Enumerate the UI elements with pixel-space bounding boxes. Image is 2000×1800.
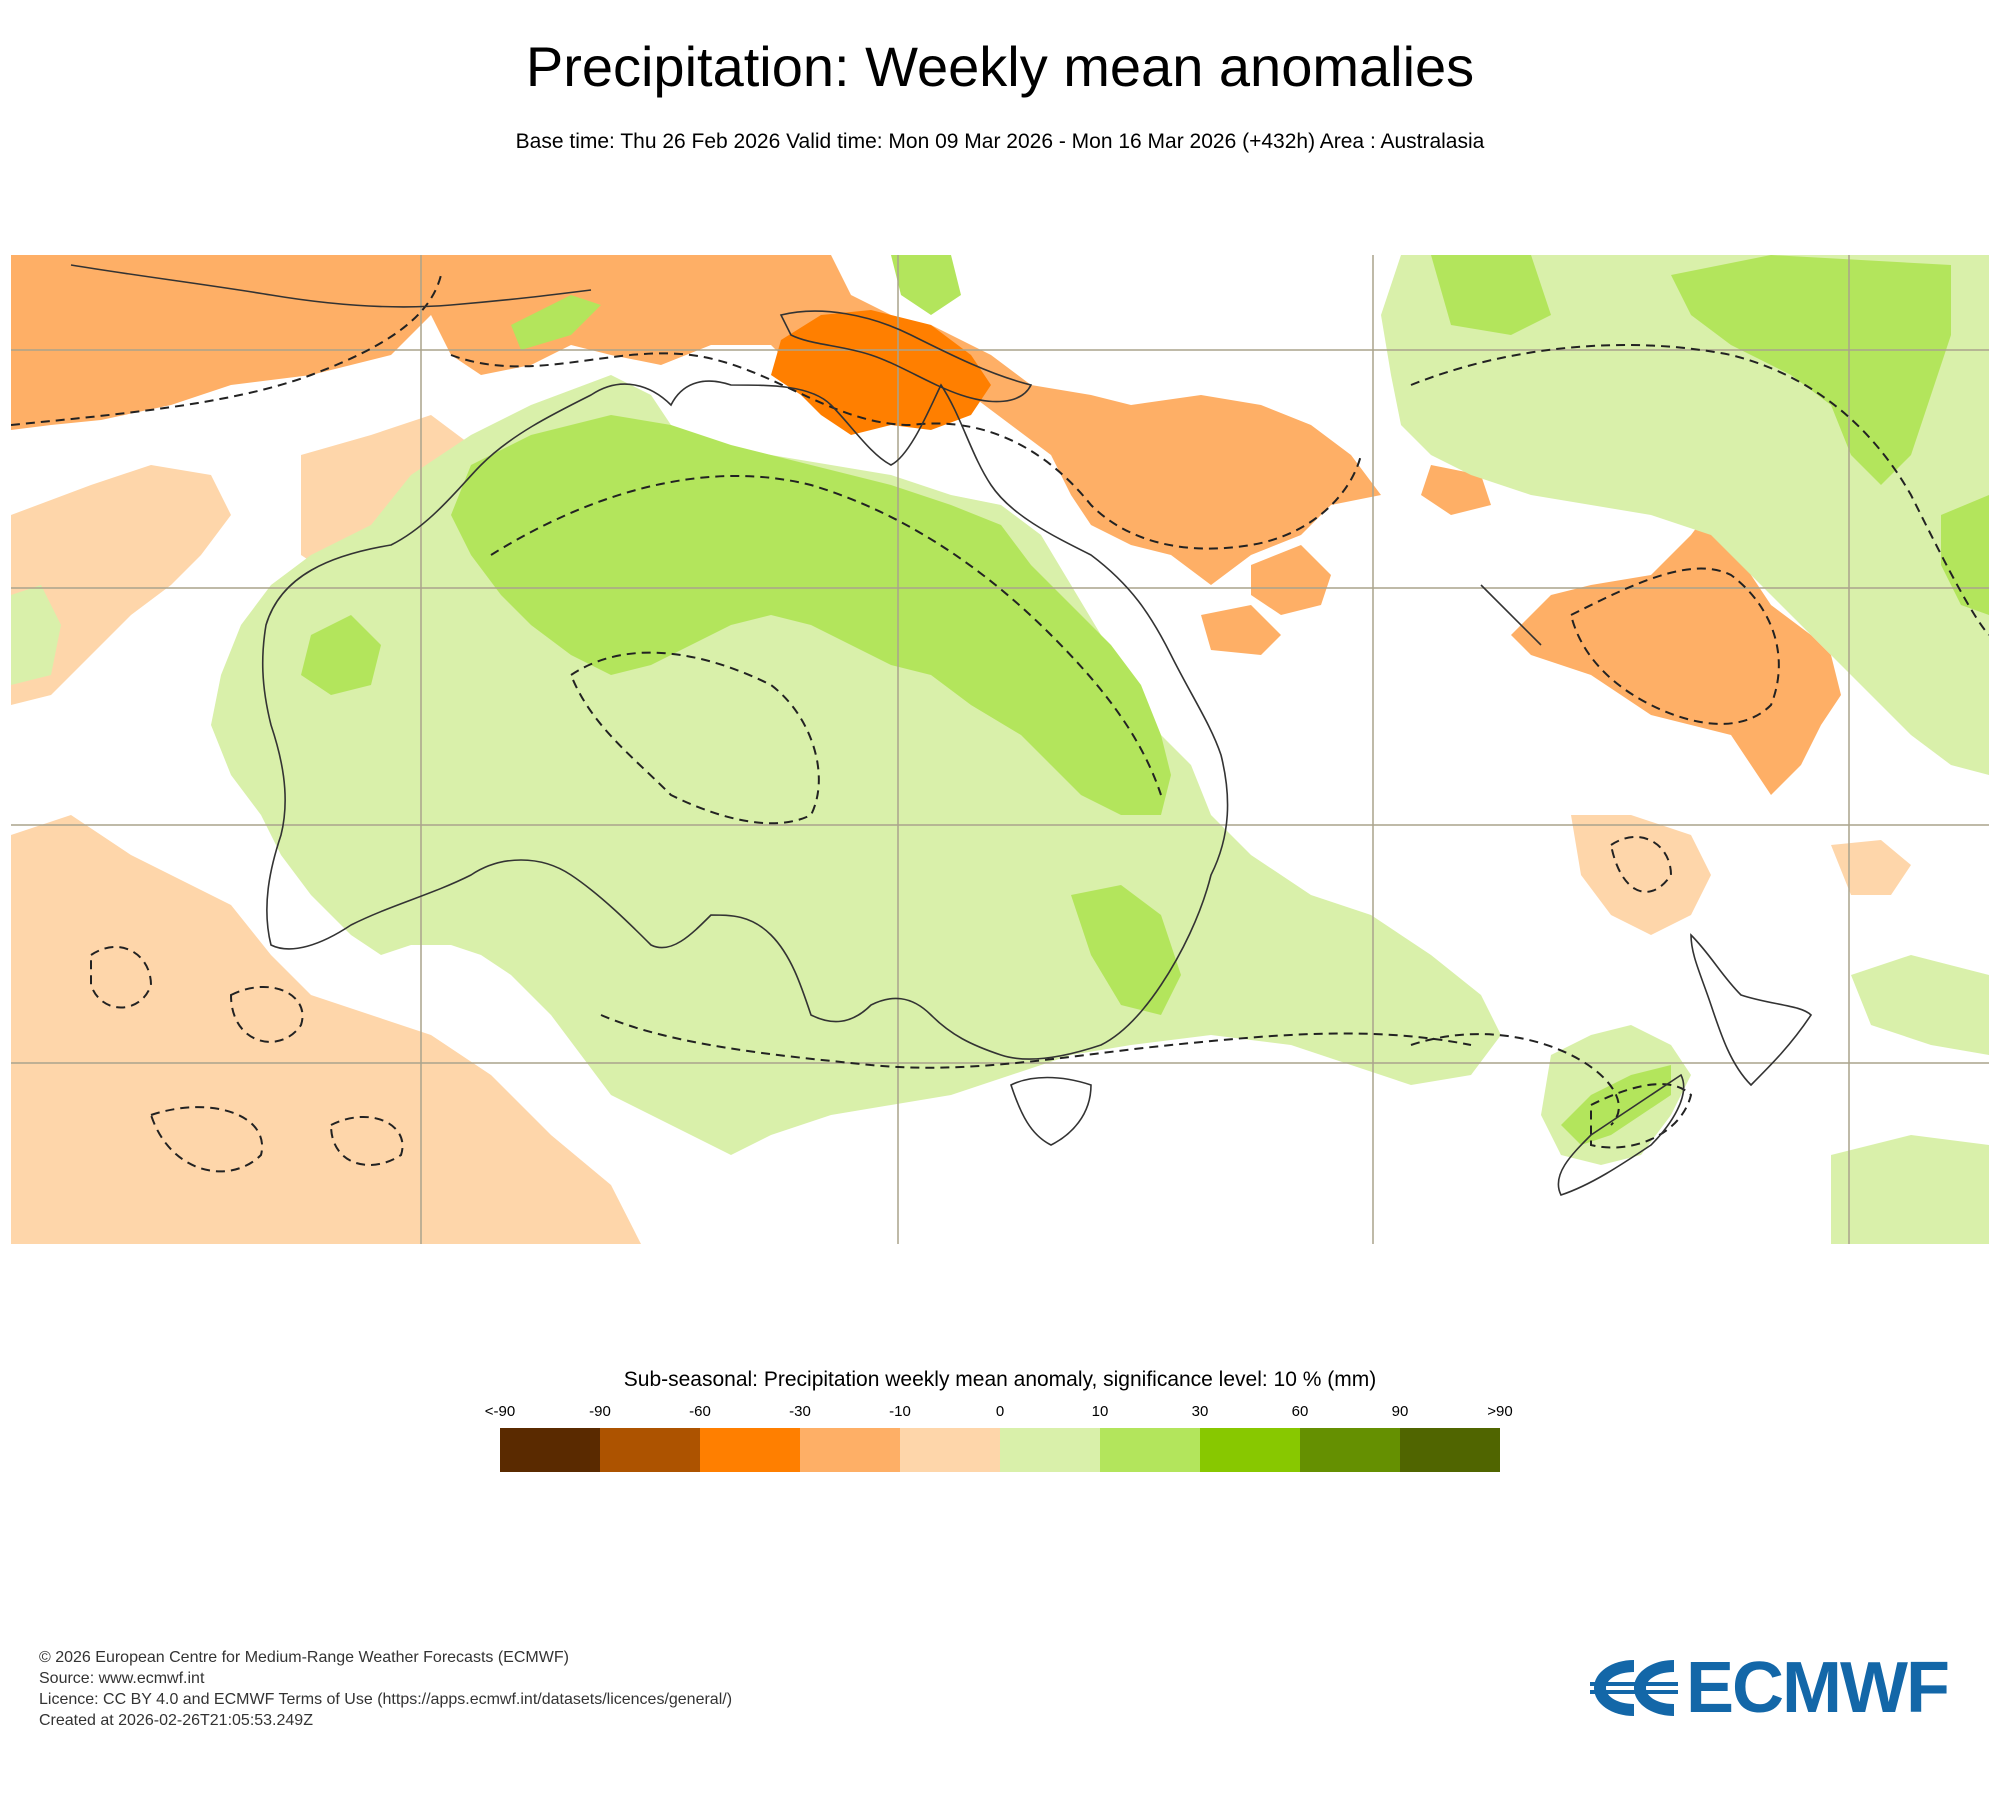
legend-tick: 0 [995,1403,1005,1420]
tasmania-coastline [1010,1076,1092,1146]
legend-tick: 60 [1291,1403,1309,1420]
peach-region-southwest [11,815,641,1244]
contour-southwest-2 [229,986,304,1043]
medium-green-wa-patch [301,615,381,695]
legend-tick: >90 [1487,1403,1513,1420]
light-orange-patch-tasman [1201,605,1281,655]
legend-tick: -30 [789,1403,811,1420]
contour-nw [11,274,442,426]
legend-ticks: <-90 -90 -60 -30 -10 0 10 30 60 90 >90 [485,1403,1513,1423]
positive-anomaly-areas [11,255,1989,1244]
contour-nz [1590,1083,1693,1149]
ecmwf-logo-icon [1590,1660,1678,1716]
new-zealand-north [1690,933,1813,1087]
light-green-west-edge [11,585,61,685]
light-orange-patch-nz-north [1421,465,1491,515]
new-guinea-coastline [779,310,1033,403]
significance-contours [11,274,1989,1173]
legend-swatch [1000,1428,1100,1472]
legend-tick: <-90 [484,1403,516,1420]
anomaly-map [11,255,1989,1244]
legend-swatch [800,1428,900,1472]
footer: © 2026 European Centre for Medium-Range … [39,1647,732,1731]
legend-swatch [1100,1428,1200,1472]
contour-tasman [1410,1033,1620,1126]
legend-colorbar [500,1428,1500,1472]
medium-green-nsw-patch [1071,885,1181,1015]
graticule [11,255,1989,1244]
legend-swatch [1200,1428,1300,1472]
peach-region-west-coast [11,465,231,705]
legend-swatch [900,1428,1000,1472]
light-green-southeast-tail [1831,1135,1989,1244]
australia-coastline [261,380,1229,1060]
licence-text: Licence: CC BY 4.0 and ECMWF Terms of Us… [39,1691,733,1708]
page-title: Precipitation: Weekly mean anomalies [525,35,1475,98]
legend-tick: 90 [1391,1403,1409,1420]
contour-southwest-4 [329,1116,404,1166]
legend-swatch [500,1428,600,1472]
copyright-text: © 2026 European Centre for Medium-Range … [39,1649,569,1666]
contour-east-peach [1609,835,1673,893]
contour-australia-inner [569,651,820,825]
light-orange-patch-east [1251,545,1331,615]
legend-swatch [1300,1428,1400,1472]
light-green-far-southeast [1851,955,1989,1055]
page-subtitle: Base time: Thu 26 Feb 2026 Valid time: M… [515,130,1485,153]
medium-green-south-island [1561,1065,1671,1145]
ecmwf-logo: ECMWF [1588,1652,1962,1724]
created-text: Created at 2026-02-26T21:05:53.249Z [39,1712,313,1729]
legend-tick: -10 [889,1403,911,1420]
light-orange-region-indonesia [431,255,1381,585]
contour-southwest-1 [90,945,153,1009]
contour-australia-north [490,474,1162,796]
new-caledonia [1480,584,1542,646]
light-orange-region-pacific [1511,495,1841,795]
legend-tick: -60 [689,1403,711,1420]
legend-tick: 10 [1091,1403,1109,1420]
legend-swatch [700,1428,800,1472]
light-green-sumatra [511,295,601,350]
contour-indonesia [450,352,1362,550]
contour-east-pacific [1410,344,1989,636]
medium-green-east-pacific [1431,255,1551,335]
medium-green-far-east [1671,255,1951,485]
legend-tick: 30 [1191,1403,1209,1420]
legend-swatch [1400,1428,1500,1472]
legend-tick: -90 [589,1403,611,1420]
source-text: Source: www.ecmwf.int [39,1670,205,1687]
peach-patch-far-east [1831,840,1911,895]
indonesia-islands [70,264,592,308]
medium-green-north-australia [451,415,1171,815]
orange-region-new-guinea [771,310,991,435]
peach-region-northwest [301,415,481,575]
contour-southwest-3 [149,1106,264,1173]
legend-title: Sub-seasonal: Precipitation weekly mean … [623,1368,1377,1391]
negative-anomaly-areas [11,255,1911,1244]
legend-swatch [600,1428,700,1472]
light-green-north-pacific-small [891,255,961,315]
peach-patch-east-pacific [1571,815,1711,935]
ecmwf-logo-text: ECMWF [1686,1648,1950,1728]
coastlines [70,264,1813,1196]
new-zealand-south [1557,1073,1685,1196]
map-svg [11,255,1989,1244]
medium-green-east-edge [1941,495,1989,615]
light-orange-region-nw [11,255,431,430]
